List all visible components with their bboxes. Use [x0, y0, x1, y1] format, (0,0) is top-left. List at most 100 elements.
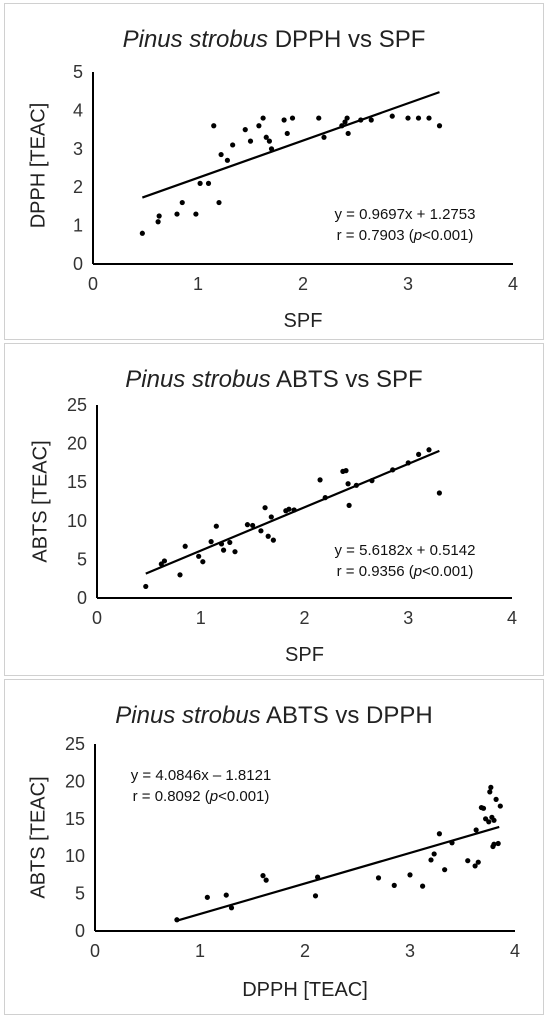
- y-axis-label: DPPH [TEAC]: [27, 102, 50, 229]
- y-tick-label: 20: [67, 434, 87, 454]
- data-point: [224, 157, 230, 163]
- data-point: [488, 784, 494, 790]
- data-point: [197, 180, 203, 186]
- scatter-plot: 0 1 2 3 4 0 1 2 3 4 5: [73, 62, 518, 294]
- data-point: [495, 840, 501, 847]
- data-point: [316, 115, 322, 121]
- y-tick-label: 25: [65, 734, 85, 754]
- data-point: [342, 119, 348, 125]
- data-point: [174, 211, 180, 217]
- data-point: [345, 130, 351, 137]
- data-point: [442, 867, 448, 873]
- data-point: [230, 142, 236, 148]
- x-tick-label: 1: [195, 941, 205, 961]
- x-tick-label: 4: [510, 941, 520, 961]
- p-symbol: p: [413, 227, 423, 244]
- equation-text: y = 5.6182x + 0.5142: [334, 542, 476, 559]
- data-point: [312, 893, 319, 899]
- chart-title-rest: ABTS vs DPPH: [266, 702, 433, 729]
- trendline: [141, 91, 440, 199]
- data-point: [497, 803, 503, 809]
- correlation-text: r = 0.7903 (p<0.001): [305, 225, 505, 246]
- y-tick-label: 15: [65, 809, 85, 829]
- regression-equation: y = 0.9697x + 1.2753 r = 0.7903 (p<0.001…: [305, 204, 505, 246]
- r-prefix: r = 0.7903 (: [336, 227, 414, 244]
- x-tick-label: 3: [403, 608, 413, 628]
- data-point: [407, 872, 413, 878]
- data-point: [353, 482, 359, 488]
- data-point: [431, 851, 437, 857]
- data-point: [268, 514, 274, 520]
- data-point: [428, 857, 434, 863]
- data-point: [250, 522, 256, 529]
- data-point: [339, 123, 345, 129]
- data-point: [315, 874, 321, 880]
- data-point: [208, 539, 214, 545]
- p-symbol: p: [209, 788, 219, 805]
- data-point: [426, 447, 432, 453]
- data-point: [196, 553, 202, 559]
- x-tick-label: 2: [298, 274, 308, 294]
- data-point: [415, 115, 422, 121]
- scatter-plot: 0 1 2 3 4 0 5 10 15 20 25: [67, 395, 517, 628]
- y-tick-label: 2: [73, 177, 83, 197]
- data-point: [405, 460, 411, 466]
- data-point: [391, 882, 397, 888]
- chart-panel-dpph-vs-spf: Pinus strobus DPPH vs SPF 0 1 2 3 4 0 1 2 3 4 5 DP…: [4, 3, 544, 340]
- data-point: [260, 115, 266, 121]
- data-point: [436, 123, 443, 129]
- data-point: [270, 537, 276, 543]
- data-point: [390, 467, 396, 473]
- r-suffix: <0.001): [422, 227, 474, 244]
- data-point: [242, 127, 248, 133]
- data-point: [177, 572, 183, 578]
- data-point: [345, 481, 351, 487]
- data-point: [193, 211, 199, 217]
- data-point: [200, 559, 206, 565]
- data-point: [223, 892, 229, 898]
- x-tick-label: 4: [507, 608, 517, 628]
- x-tick-label: 0: [88, 274, 98, 294]
- data-point: [232, 549, 238, 555]
- data-point: [493, 796, 499, 802]
- equation-text: y = 4.0846x – 1.8121: [130, 767, 272, 784]
- correlation-text: r = 0.9356 (p<0.001): [305, 561, 505, 582]
- y-tick-label: 10: [65, 846, 85, 866]
- y-tick-label: 20: [65, 771, 85, 791]
- data-point: [213, 523, 219, 529]
- y-tick-label: 10: [67, 511, 87, 531]
- data-point: [291, 507, 297, 513]
- data-point: [156, 213, 162, 219]
- data-point: [220, 547, 227, 553]
- data-point: [256, 123, 262, 129]
- chart-title-species: Pinus strobus: [115, 702, 261, 729]
- data-point: [472, 863, 478, 869]
- data-point: [426, 115, 432, 121]
- data-point: [218, 151, 224, 158]
- data-point: [491, 817, 497, 823]
- data-point: [486, 819, 492, 825]
- p-symbol: p: [413, 563, 423, 580]
- data-point: [317, 477, 323, 483]
- y-tick-label: 1: [73, 216, 83, 236]
- y-axis-label: ABTS [TEAC]: [29, 440, 52, 563]
- data-point: [228, 905, 235, 911]
- trendline: [145, 449, 440, 575]
- data-point: [204, 894, 210, 900]
- data-point: [281, 117, 287, 123]
- data-point: [247, 138, 254, 144]
- x-tick-label: 3: [405, 941, 415, 961]
- data-point: [286, 506, 292, 512]
- regression-equation: y = 4.0846x – 1.8121 r = 0.8092 (p<0.001…: [101, 765, 301, 807]
- chart-title-rest: DPPH vs SPF: [274, 26, 426, 53]
- data-point: [218, 541, 225, 547]
- y-tick-label: 4: [73, 100, 83, 120]
- scatter-plot: 0 1 2 3 4 0 5 10 15 20 25: [65, 734, 520, 961]
- data-point: [289, 115, 296, 121]
- x-tick-label: 1: [193, 274, 203, 294]
- data-point: [358, 117, 364, 123]
- r-suffix: <0.001): [218, 788, 270, 805]
- data-point: [155, 219, 161, 225]
- data-point: [265, 533, 271, 539]
- data-point: [161, 558, 168, 564]
